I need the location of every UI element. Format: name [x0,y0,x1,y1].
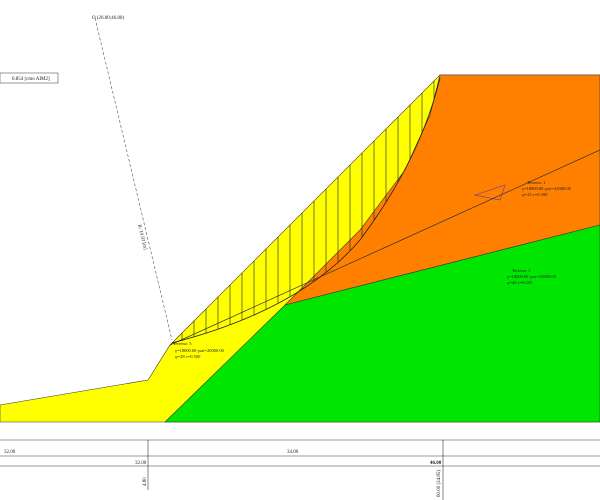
radius-line [94,17,173,341]
ruler-label: 32.00 [4,450,16,455]
layer-name: Terreno: 1 [527,180,546,185]
layer-name: Terreno: 3 [173,341,192,346]
layer-weights: γ=18000.00 γsat=20000.00 [507,274,557,279]
slices [181,81,435,341]
layer-strength: φ=40 c=0.200 [507,280,533,285]
slip-surface [171,77,441,344]
radius-label: R: 19.93 [m] [136,224,147,250]
ruler [0,439,600,500]
ruler-label: 46.00 [430,461,442,466]
safety-factor: 0.854 [cmo AIM2] [12,77,50,82]
layer-weights: γ=18000.00 γsat=20000.00 [175,348,225,353]
layer-strength: φ=25 c=0.300 [522,192,548,197]
ruler-vertical: 4.80 [143,477,148,486]
layer-strength: φ=28 c=0.500 [175,354,201,359]
fs-box [0,72,59,84]
layer-2 [164,224,600,423]
layer-name: Terreno: 2 [512,268,531,273]
ruler-label: 34.00 [287,450,299,455]
load-hatch [473,184,506,201]
ruler-vertical: 60.00 (24.85) [437,470,442,497]
center-label: O (26.00;46.80) [92,16,124,21]
water-table [169,149,600,346]
layer-weights: γ=18000.00 γsat=22000.00 [522,186,572,191]
ruler-label: 32.00 [135,461,147,466]
